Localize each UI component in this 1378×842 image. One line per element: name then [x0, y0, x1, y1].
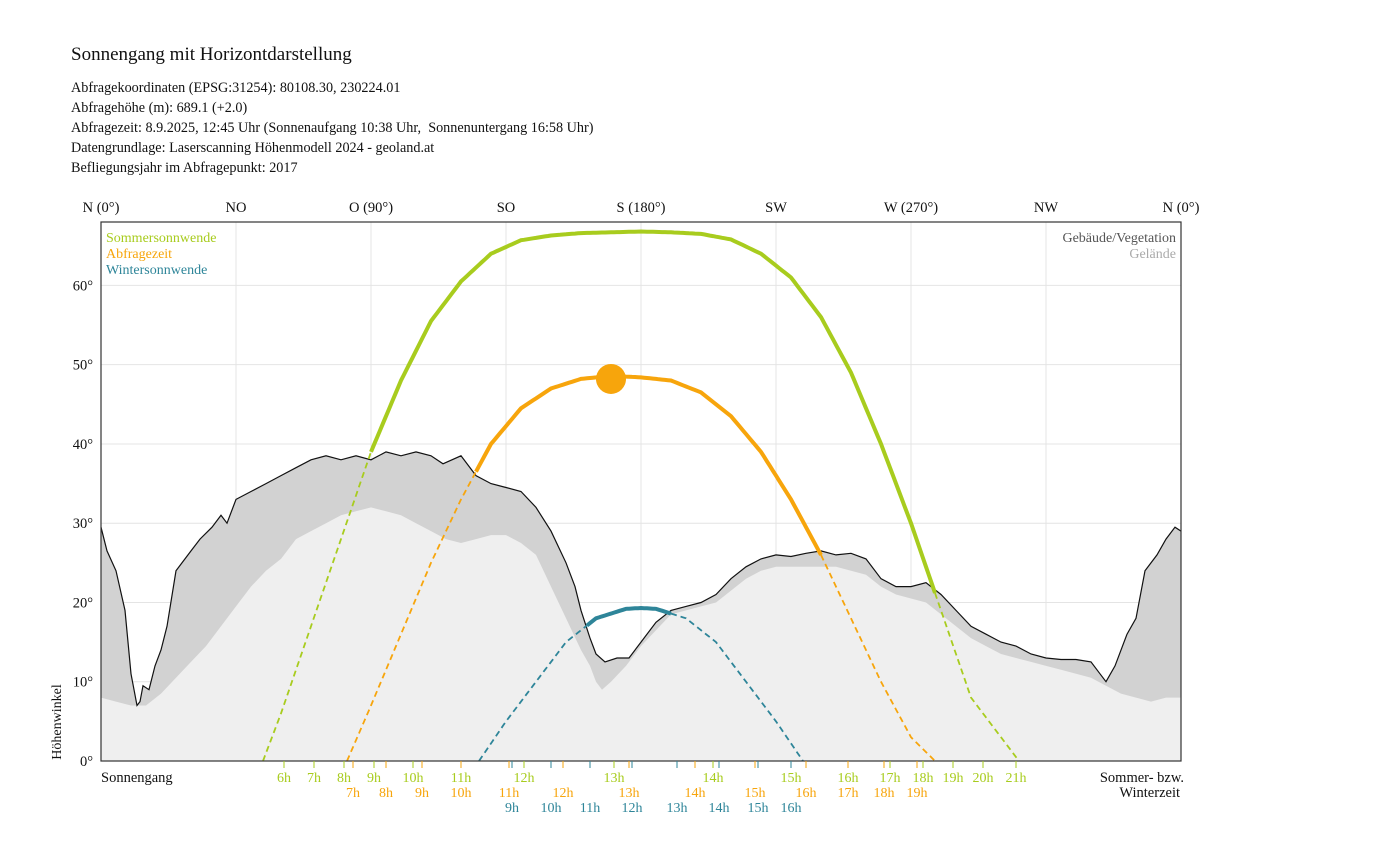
summer-solstice-hour-label: 18h — [913, 771, 934, 786]
summer-solstice-hour-label: 19h — [943, 771, 964, 786]
summer-solstice-path-visible — [369, 229, 937, 594]
summer-solstice-hour-label: 16h — [838, 771, 859, 786]
winter-solstice-path-shaded — [478, 624, 588, 762]
summer-solstice-hour-label: 10h — [403, 771, 424, 786]
winter-solstice-hour-label: 11h — [580, 801, 600, 816]
y-tick-label: 20° — [73, 595, 94, 611]
legend-terrain: Gelände — [1129, 247, 1176, 262]
sun-marker — [596, 363, 626, 394]
summer-solstice-path-shaded — [934, 592, 1020, 762]
x-axis-label-right: Winterzeit — [1119, 785, 1180, 801]
summer-solstice-hour-label: 21h — [1006, 771, 1027, 786]
query-date-hour-label: 9h — [415, 786, 429, 801]
y-tick-label: 10° — [73, 675, 94, 691]
legend-query-date: Abfragezeit — [106, 247, 172, 262]
summer-solstice-hour-label: 12h — [514, 771, 535, 786]
y-tick-label: 50° — [73, 358, 94, 374]
x-tick-label: N (0°) — [1163, 200, 1200, 216]
query-date-hour-label: 17h — [838, 786, 859, 801]
x-axis-label-right: Sommer- bzw. — [1100, 770, 1184, 786]
sun-paths — [262, 229, 1020, 762]
legend-winter-solstice: Wintersonnwende — [106, 263, 207, 278]
y-tick-label: 40° — [73, 437, 94, 453]
summer-solstice-hour-label: 13h — [604, 771, 625, 786]
query-date-hour-label: 7h — [346, 786, 360, 801]
query-date-path-shaded — [346, 471, 477, 762]
winter-solstice-path-shaded — [670, 612, 804, 762]
winter-solstice-hour-label: 15h — [748, 801, 769, 816]
query-date-hour-label: 14h — [685, 786, 706, 801]
x-tick-label: N (0°) — [83, 200, 120, 216]
info-line-time: Abfragezeit: 8.9.2025, 12:45 Uhr (Sonnen… — [71, 120, 594, 136]
query-date-path-visible — [474, 373, 823, 556]
x-tick-label: SW — [765, 200, 787, 216]
x-tick-label: NW — [1034, 200, 1058, 216]
winter-solstice-hour-label: 16h — [781, 801, 802, 816]
info-line-source: Datengrundlage: Laserscanning Höhenmodel… — [71, 140, 435, 156]
winter-solstice-hour-label: 12h — [622, 801, 643, 816]
legend-buildings: Gebäude/Vegetation — [1062, 231, 1176, 246]
x-tick-label: O (90°) — [349, 200, 393, 216]
info-line-coordinates: Abfragekoordinaten (EPSG:31254): 80108.3… — [71, 80, 401, 96]
chart-header: Sonnengang mit Horizontdarstellung Abfra… — [71, 44, 593, 178]
x-tick-label: W (270°) — [884, 200, 938, 216]
summer-solstice-hour-label: 20h — [973, 771, 994, 786]
x-axis-label-left: Sonnengang — [101, 770, 173, 786]
plot-frame — [100, 221, 1182, 762]
winter-solstice-path-visible — [585, 605, 672, 628]
query-date-hour-label: 12h — [553, 786, 574, 801]
hour-labels: 6h 7h 8h 9h 10h 11h 12h 13h 14h 15h 16h 17h 18h 19h 20… — [277, 761, 1027, 816]
query-date-hour-label: 15h — [745, 786, 766, 801]
summer-solstice-hour-label: 8h — [337, 771, 351, 786]
x-tick-label: S (180°) — [617, 200, 666, 216]
horizon-layer — [100, 451, 1182, 761]
winter-solstice-hour-label: 10h — [541, 801, 562, 816]
horizon-terrain-area — [101, 507, 1181, 761]
query-date-hour-label: 13h — [619, 786, 640, 801]
summer-solstice-hour-label: 9h — [367, 771, 381, 786]
query-date-hour-label: 18h — [874, 786, 895, 801]
query-date-hour-label: 11h — [499, 786, 519, 801]
query-date-hour-label: 19h — [907, 786, 928, 801]
plot-border — [100, 221, 1182, 762]
y-tick-label: 30° — [73, 516, 94, 532]
info-line-year: Befliegungsjahr im Abfragepunkt: 2017 — [71, 160, 298, 176]
summer-solstice-hour-label: 15h — [781, 771, 802, 786]
summer-solstice-hour-label: 17h — [880, 771, 901, 786]
x-tick-label: NO — [226, 200, 247, 216]
x-tick-label: SO — [497, 200, 516, 216]
axes: N (0°) NO O (90°) SO S (180°) SW W (270°) NW N (… — [50, 200, 1200, 801]
y-axis-label: Höhenwinkel — [50, 684, 65, 760]
summer-solstice-hour-label: 11h — [451, 771, 471, 786]
y-tick-label: 60° — [73, 278, 94, 294]
query-date-path-shaded — [820, 554, 936, 762]
query-date-hour-label: 8h — [379, 786, 393, 801]
info-line-height: Abfragehöhe (m): 689.1 (+2.0) — [71, 100, 248, 116]
summer-solstice-hour-label: 7h — [307, 771, 321, 786]
y-tick-label: 0° — [80, 754, 93, 770]
winter-solstice-hour-label: 14h — [709, 801, 730, 816]
winter-solstice-hour-label: 9h — [505, 801, 519, 816]
summer-solstice-hour-label: 14h — [703, 771, 724, 786]
summer-solstice-hour-label: 6h — [277, 771, 291, 786]
horizon-outline — [100, 451, 1182, 707]
summer-solstice-path-shaded — [262, 451, 372, 762]
legend-summer-solstice: Sommersonnwende — [106, 231, 216, 246]
winter-solstice-hour-label: 13h — [667, 801, 688, 816]
query-date-hour-label: 10h — [451, 786, 472, 801]
chart-title: Sonnengang mit Horizontdarstellung — [71, 44, 352, 65]
legend: SommersonnwendeAbfragezeitWintersonnwend… — [106, 231, 1176, 278]
query-date-hour-label: 16h — [796, 786, 817, 801]
